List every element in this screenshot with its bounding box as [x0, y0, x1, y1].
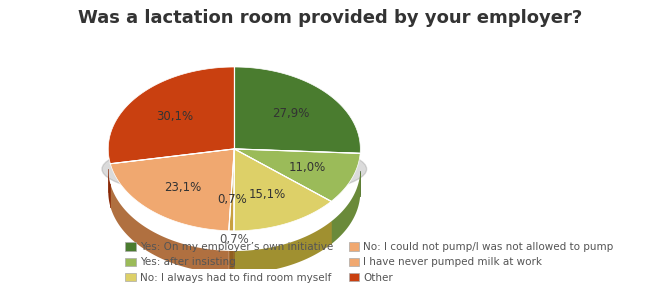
- Polygon shape: [108, 169, 110, 207]
- Text: Was a lactation room provided by your employer?: Was a lactation room provided by your em…: [78, 9, 582, 27]
- Polygon shape: [110, 149, 234, 231]
- Text: 0,7%: 0,7%: [218, 193, 248, 206]
- Legend: Yes: On my employer’s own initiative, Yes: after insisting, No: I always had to : Yes: On my employer’s own initiative, Ye…: [121, 238, 618, 287]
- Text: 15,1%: 15,1%: [249, 188, 286, 201]
- Polygon shape: [234, 222, 331, 274]
- Text: 30,1%: 30,1%: [156, 110, 193, 123]
- Polygon shape: [108, 67, 234, 164]
- Polygon shape: [234, 149, 360, 201]
- Polygon shape: [234, 67, 360, 153]
- Polygon shape: [229, 149, 234, 231]
- Text: 11,0%: 11,0%: [288, 161, 325, 174]
- Text: 0,7%: 0,7%: [219, 233, 249, 246]
- Ellipse shape: [102, 140, 366, 198]
- Polygon shape: [110, 184, 229, 274]
- Polygon shape: [331, 173, 360, 244]
- Polygon shape: [229, 251, 234, 274]
- Text: 23,1%: 23,1%: [164, 181, 201, 194]
- Text: 27,9%: 27,9%: [273, 107, 310, 121]
- Polygon shape: [234, 149, 331, 231]
